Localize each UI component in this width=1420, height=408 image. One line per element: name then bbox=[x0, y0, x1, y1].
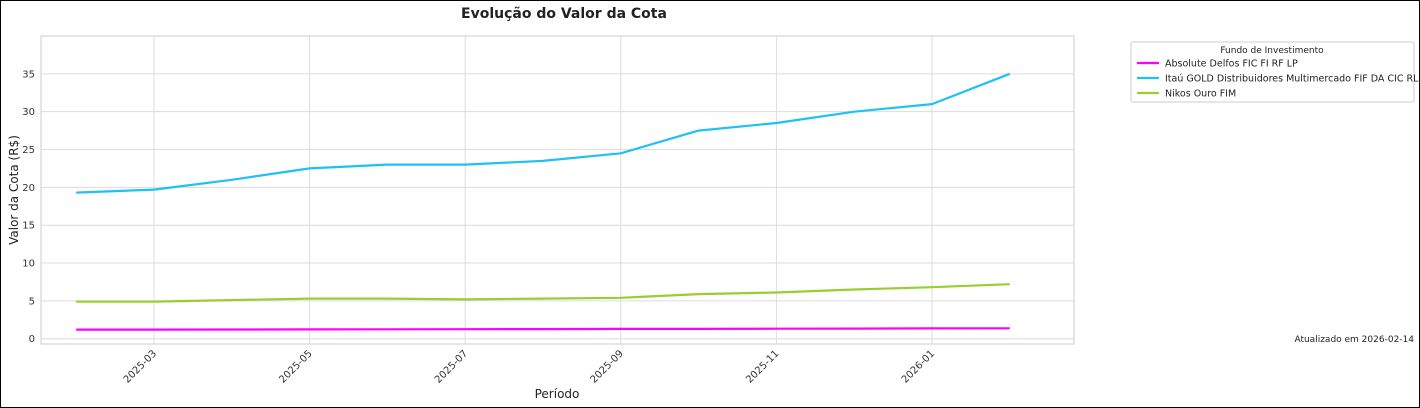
y-tick-label: 25 bbox=[22, 145, 35, 156]
series-line bbox=[76, 72, 1011, 194]
legend-label: Nikos Ouro FIM bbox=[1165, 89, 1236, 100]
annotation: Atualizado em 2026-02-14 bbox=[1294, 335, 1414, 345]
legend-label: Absolute Delfos FIC FI RF LP bbox=[1165, 59, 1298, 70]
legend-label: Itaú GOLD Distribuidores Multimercado FI… bbox=[1165, 74, 1419, 85]
y-tick-label: 15 bbox=[22, 221, 35, 232]
series-line bbox=[76, 283, 1010, 303]
y-tick-label: 10 bbox=[22, 259, 35, 270]
series-line bbox=[76, 327, 1010, 331]
y-tick-label: 35 bbox=[22, 69, 35, 80]
plot-frame bbox=[40, 35, 1075, 345]
y-tick-label: 5 bbox=[29, 296, 35, 307]
x-axis-label: Período bbox=[535, 387, 580, 401]
legend-title: Fundo de Investimento bbox=[1220, 46, 1324, 56]
y-axis-label: Valor da Cota (R$) bbox=[7, 135, 21, 245]
y-tick-label: 20 bbox=[22, 183, 35, 194]
legend-box bbox=[1130, 41, 1415, 103]
y-tick-label: 0 bbox=[29, 334, 35, 345]
y-tick-label: 30 bbox=[22, 107, 35, 118]
chart-title: Evolução do Valor da Cota bbox=[461, 6, 667, 22]
